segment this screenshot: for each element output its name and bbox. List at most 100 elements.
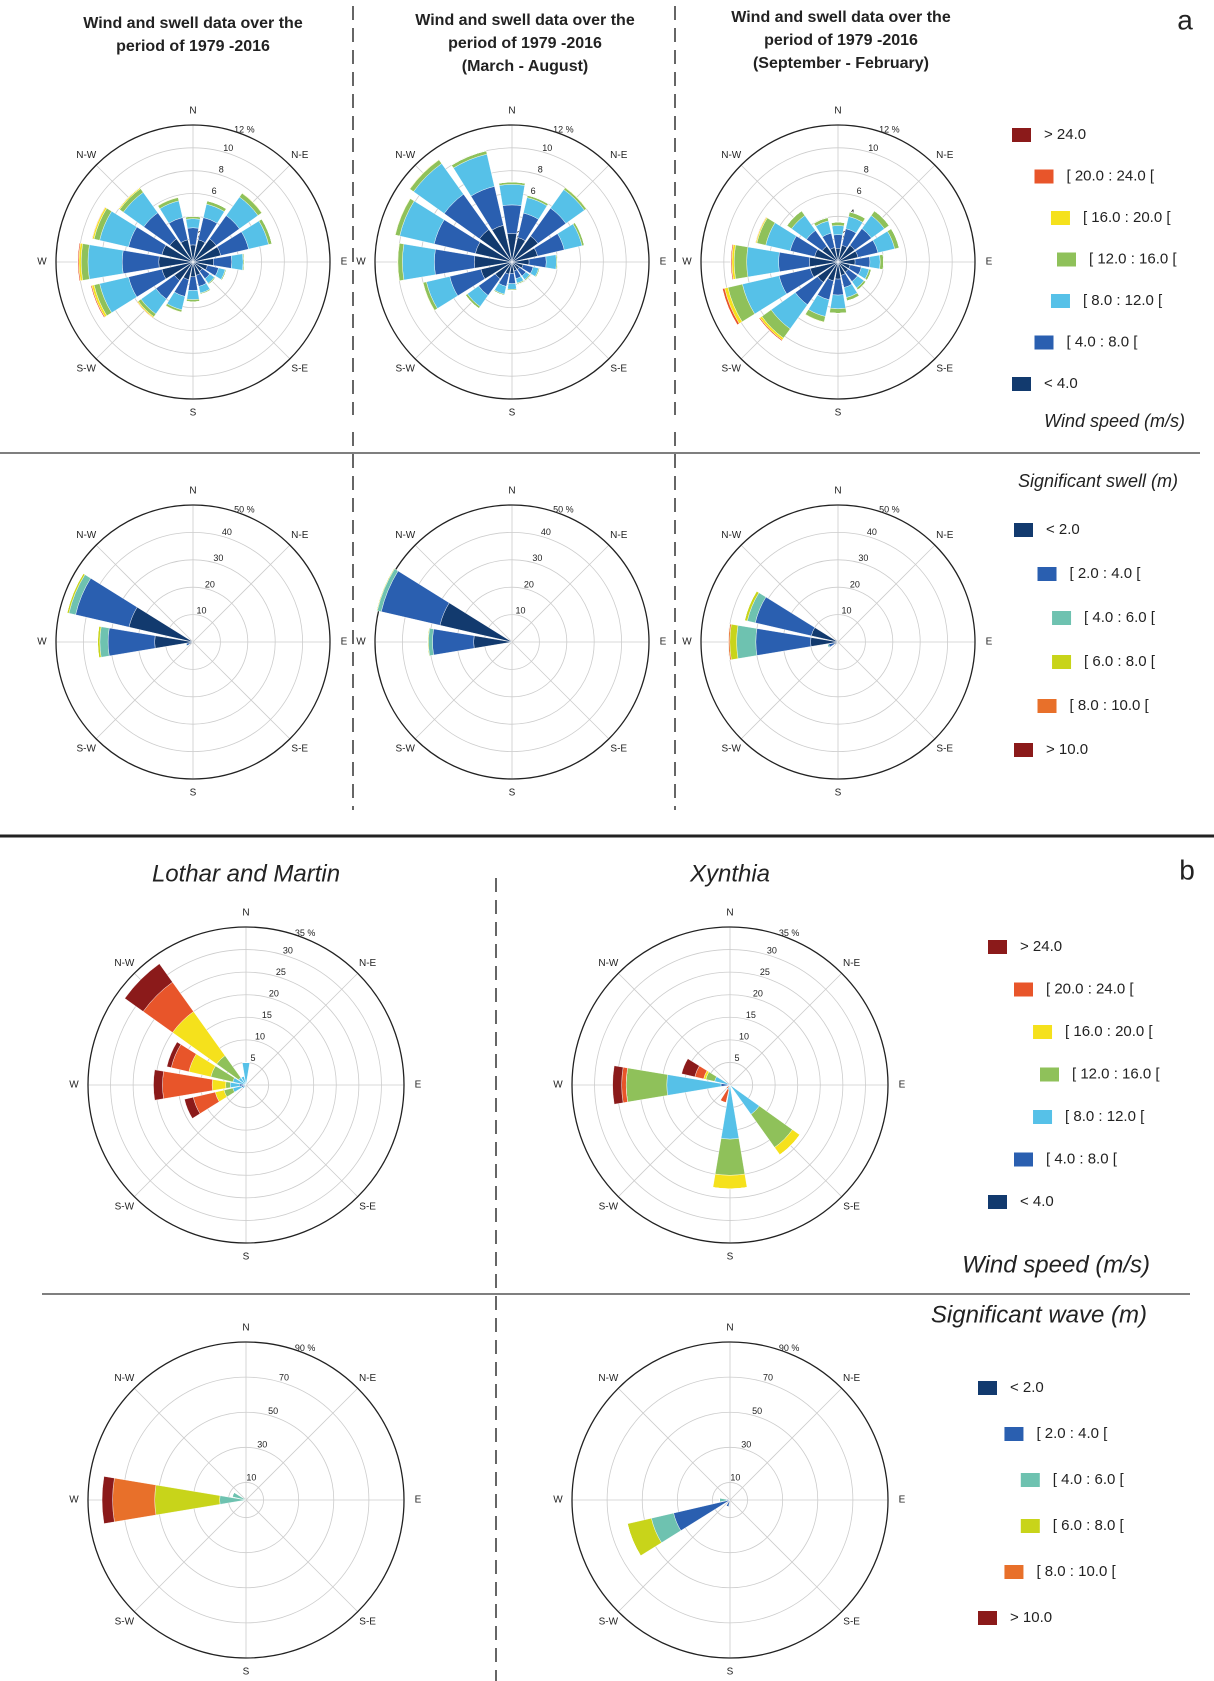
direction-label: N bbox=[242, 908, 249, 919]
direction-label: W bbox=[356, 257, 366, 268]
rose-segment bbox=[869, 254, 881, 270]
r-tick-label: 40 bbox=[541, 527, 551, 537]
rose-segment bbox=[786, 210, 802, 226]
rose-segment bbox=[153, 1069, 164, 1101]
rose-segment bbox=[854, 256, 871, 268]
direction-label: S-W bbox=[77, 363, 97, 374]
r-tick-label: 70 bbox=[763, 1373, 773, 1383]
grid-ring bbox=[676, 1446, 784, 1554]
r-tick-label: 30 bbox=[213, 553, 223, 563]
legend-label: [ 4.0 : 8.0 [ bbox=[1067, 333, 1139, 350]
direction-label: N-E bbox=[843, 958, 861, 969]
spoke bbox=[837, 544, 936, 643]
grid-ring bbox=[700, 504, 976, 780]
rose-segment bbox=[242, 192, 263, 213]
spoke bbox=[192, 641, 291, 740]
direction-label: W bbox=[69, 1080, 79, 1091]
direction-label: N-W bbox=[76, 150, 97, 161]
rose-segment bbox=[746, 246, 780, 278]
rose-segment bbox=[829, 307, 847, 314]
r-tick-label: 10 bbox=[223, 143, 233, 153]
rose-segment bbox=[545, 254, 557, 270]
direction-label: W bbox=[69, 1495, 79, 1506]
direction-label: N-W bbox=[395, 150, 416, 161]
grid-ring bbox=[594, 949, 866, 1221]
r-tick-label: 50 % bbox=[879, 504, 900, 514]
legend-label: > 10.0 bbox=[1010, 1609, 1052, 1626]
direction-label: N-W bbox=[721, 530, 742, 541]
grid-ring bbox=[401, 532, 622, 753]
legend-label: < 2.0 bbox=[1046, 521, 1080, 538]
legend-label: [ 20.0 : 24.0 [ bbox=[1067, 167, 1155, 184]
rose-segment bbox=[402, 243, 436, 281]
direction-label: N-E bbox=[610, 150, 628, 161]
rose-segment bbox=[232, 1492, 235, 1497]
legend-swatch bbox=[1050, 294, 1070, 308]
grid-ring bbox=[55, 124, 331, 400]
rose-segment bbox=[200, 289, 211, 295]
direction-label: S bbox=[835, 408, 842, 419]
r-tick-label: 15 bbox=[262, 1010, 272, 1020]
rose-segment bbox=[525, 275, 531, 281]
spoke bbox=[617, 972, 731, 1086]
rose-segment bbox=[434, 249, 476, 275]
r-tick-label: 20 bbox=[524, 579, 534, 589]
direction-label: N bbox=[508, 106, 515, 117]
rose-segment bbox=[225, 1081, 231, 1089]
rose-segment bbox=[124, 963, 173, 1012]
direction-label: N bbox=[189, 106, 196, 117]
chart-title: Lothar and Martin bbox=[152, 860, 340, 887]
legend-label: > 24.0 bbox=[1020, 938, 1062, 955]
grid-ring bbox=[700, 124, 976, 400]
r-tick-label: 10 bbox=[255, 1031, 265, 1041]
direction-label: N-W bbox=[721, 150, 742, 161]
rose-segment bbox=[779, 1134, 800, 1155]
rose-segment bbox=[80, 243, 90, 281]
direction-label: S-W bbox=[115, 1616, 135, 1627]
legend-swatch bbox=[1004, 1565, 1024, 1579]
direction-label: N bbox=[726, 908, 733, 919]
grid-ring bbox=[641, 1411, 819, 1589]
legend-label: [ 12.0 : 16.0 [ bbox=[1072, 1065, 1160, 1082]
legend-title: Significant wave (m) bbox=[931, 1301, 1147, 1328]
rose-segment bbox=[376, 568, 395, 611]
spoke bbox=[740, 641, 839, 740]
r-tick-label: 30 bbox=[283, 946, 293, 956]
direction-label: E bbox=[341, 637, 348, 648]
grid-ring bbox=[110, 949, 382, 1221]
direction-label: N-E bbox=[843, 1373, 861, 1384]
rose-segment bbox=[451, 150, 487, 166]
r-tick-label: 10 bbox=[739, 1031, 749, 1041]
direction-label: S-E bbox=[936, 363, 953, 374]
direction-label: S bbox=[509, 408, 516, 419]
direction-label: S-W bbox=[396, 363, 416, 374]
legend-label: [ 8.0 : 10.0 [ bbox=[1036, 1563, 1116, 1580]
grid-ring bbox=[87, 1341, 405, 1659]
direction-label: S-W bbox=[77, 743, 97, 754]
chart-title: Wind and swell data over the bbox=[415, 12, 635, 29]
spoke bbox=[617, 1387, 731, 1501]
rose-segment bbox=[221, 269, 227, 281]
direction-label: S-W bbox=[722, 743, 742, 754]
direction-label: W bbox=[682, 257, 692, 268]
spoke bbox=[245, 1387, 359, 1501]
r-tick-label: 20 bbox=[753, 989, 763, 999]
chart-title: period of 1979 -2016 bbox=[448, 35, 602, 52]
r-tick-label: 10 bbox=[542, 143, 552, 153]
direction-label: N-E bbox=[291, 530, 309, 541]
rose-segment bbox=[778, 252, 811, 272]
direction-label: N bbox=[834, 106, 841, 117]
legend-swatch bbox=[1020, 1519, 1040, 1533]
r-tick-label: 25 bbox=[760, 967, 770, 977]
legend-label: [ 4.0 : 6.0 [ bbox=[1084, 609, 1156, 626]
direction-label: S bbox=[727, 1667, 734, 1678]
rose-segment bbox=[99, 626, 110, 658]
legend-label: < 4.0 bbox=[1020, 1193, 1054, 1210]
rose-segment bbox=[409, 159, 439, 189]
rose-segment bbox=[831, 221, 845, 227]
spoke bbox=[729, 972, 843, 1086]
direction-label: W bbox=[37, 257, 47, 268]
rose-segment bbox=[813, 217, 828, 224]
rose-segment bbox=[107, 627, 156, 657]
r-tick-label: 30 bbox=[257, 1439, 267, 1449]
